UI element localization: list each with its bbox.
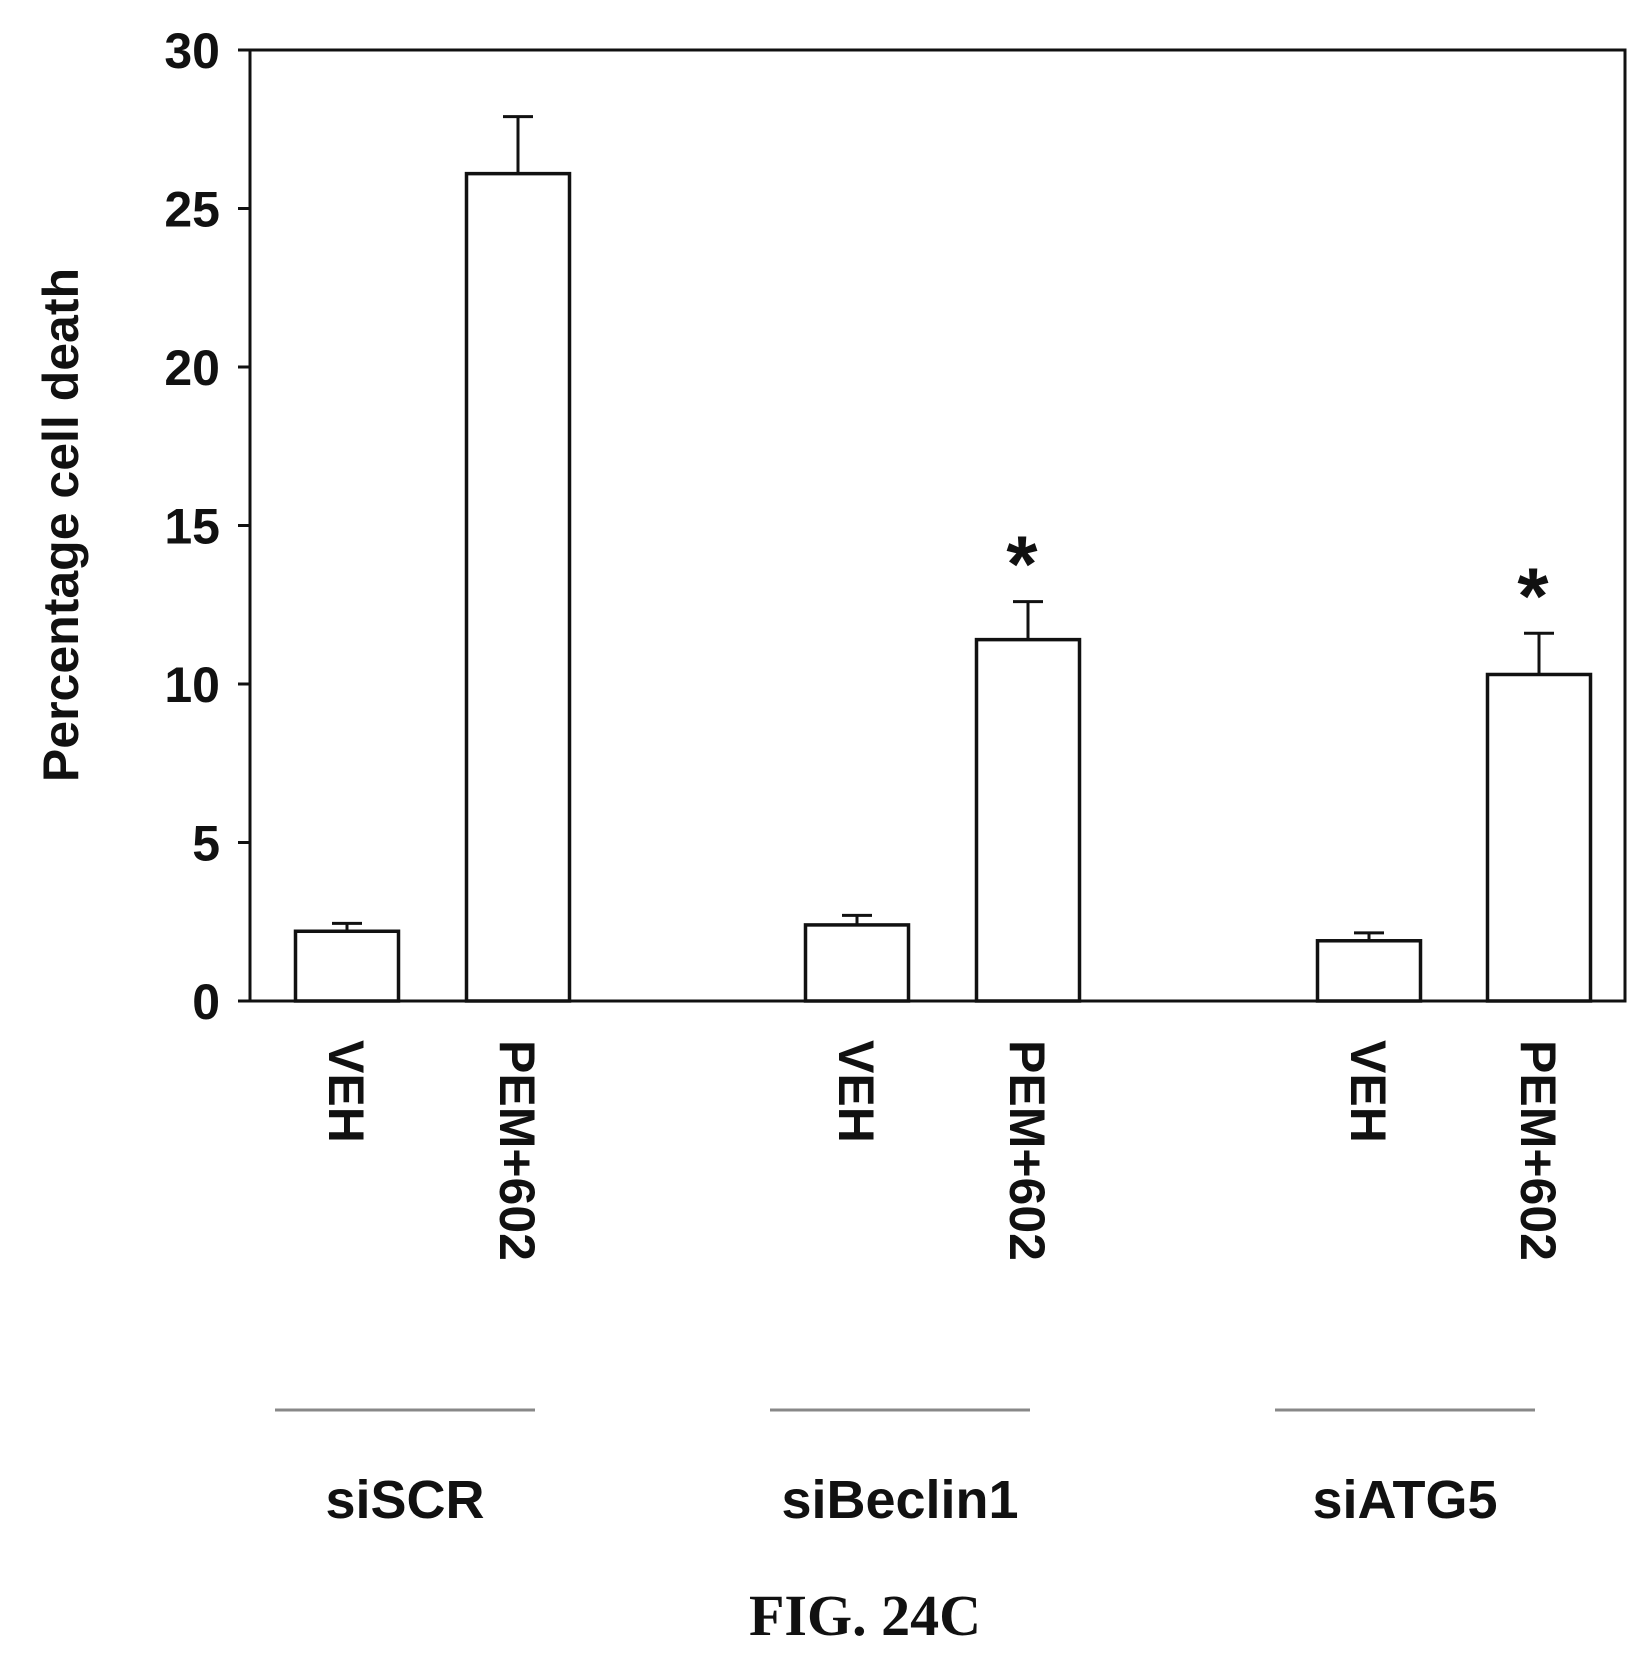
x-category-label: PEM+602 — [999, 1040, 1055, 1261]
x-category-label: PEM+602 — [1510, 1040, 1566, 1261]
y-tick-label: 10 — [164, 657, 220, 713]
figure-caption: FIG. 24C — [749, 1583, 981, 1648]
bar — [803, 923, 911, 1003]
plot-frame — [248, 48, 1627, 1003]
group-label: siBeclin1 — [781, 1470, 1018, 1530]
y-tick-label: 15 — [164, 499, 220, 555]
bar — [1485, 672, 1593, 1003]
significance-marker: * — [1517, 551, 1549, 640]
y-tick-label: 25 — [164, 182, 220, 238]
y-tick-label: 5 — [192, 816, 220, 872]
x-category-label: VEH — [828, 1040, 884, 1143]
significance-marker: * — [1006, 520, 1038, 609]
bar — [293, 929, 401, 1003]
group-label: siSCR — [325, 1470, 484, 1530]
y-tick-label: 0 — [192, 974, 220, 1030]
y-tick-label: 30 — [164, 23, 220, 79]
x-category-label: PEM+602 — [489, 1040, 545, 1261]
group-label: siATG5 — [1312, 1470, 1497, 1530]
y-axis-label: Percentage cell death — [33, 268, 89, 782]
bar — [464, 171, 572, 1003]
bar — [1315, 939, 1423, 1003]
bar — [974, 637, 1082, 1003]
y-tick-label: 20 — [164, 340, 220, 396]
x-category-label: VEH — [1340, 1040, 1396, 1143]
x-category-label: VEH — [318, 1040, 374, 1143]
